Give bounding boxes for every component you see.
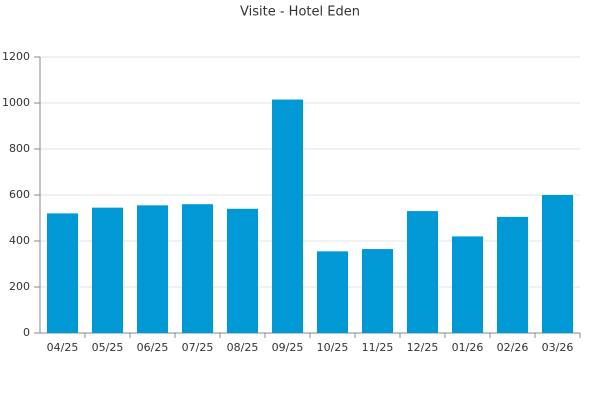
x-tick-label: 06/25 [137,341,169,354]
bar [226,208,259,333]
bar [406,211,439,333]
bar [271,99,304,333]
x-tick-label: 01/26 [452,341,484,354]
x-tick-label: 02/26 [497,341,529,354]
x-tick-label: 12/25 [407,341,439,354]
bar [361,249,394,333]
x-tick-label: 10/25 [317,341,349,354]
x-tick-label: 11/25 [362,341,394,354]
bar [181,204,214,333]
bar [496,216,529,333]
x-tick-label: 07/25 [182,341,214,354]
chart-title: Visite - Hotel Eden [240,5,360,20]
bar [91,207,124,333]
y-tick-label: 800 [9,142,30,155]
y-tick-label: 1000 [2,96,30,109]
x-tick-label: 08/25 [227,341,259,354]
y-tick-label: 200 [9,280,30,293]
y-tick-label: 0 [23,326,30,339]
bar [541,195,574,333]
bar [46,213,79,333]
y-tick-label: 400 [9,234,30,247]
bar [316,251,349,333]
y-tick-label: 1200 [2,50,30,63]
x-tick-label: 09/25 [272,341,304,354]
y-tick-label: 600 [9,188,30,201]
x-tick-label: 03/26 [542,341,574,354]
bar [451,236,484,333]
bar [136,205,169,333]
x-tick-label: 04/25 [47,341,79,354]
x-tick-label: 05/25 [92,341,124,354]
